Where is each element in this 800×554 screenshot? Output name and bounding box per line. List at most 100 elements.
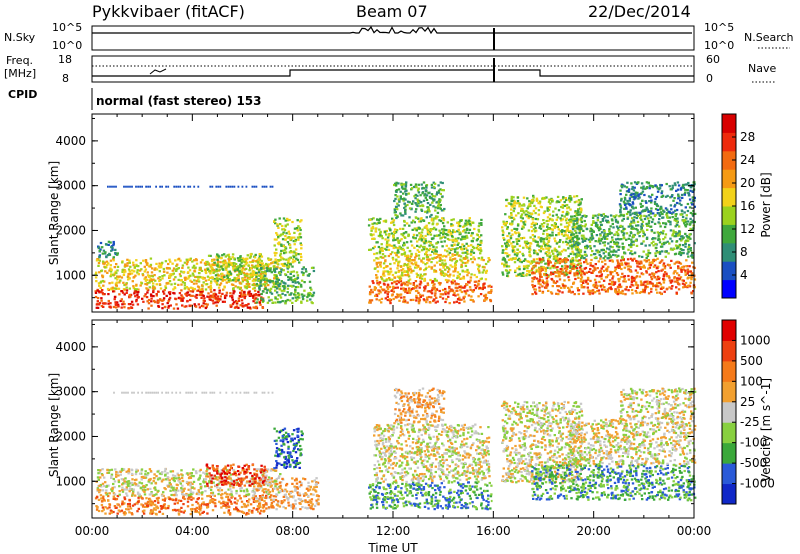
- echo-cell: [301, 268, 304, 271]
- echo-cell: [146, 282, 149, 285]
- echo-cell: [103, 252, 107, 255]
- echo-cell: [535, 261, 538, 264]
- echo-cell: [269, 268, 272, 271]
- echo-cell: [579, 249, 583, 252]
- echo-cell: [159, 263, 162, 266]
- echo-cell: [97, 282, 101, 285]
- echo-cell: [239, 291, 242, 294]
- echo-cell: [564, 219, 568, 222]
- echo-cell: [584, 245, 587, 248]
- echo-cell: [691, 214, 695, 217]
- echo-cell: [431, 222, 435, 225]
- echo-cell: [106, 287, 110, 291]
- echo-cell: [520, 237, 523, 240]
- echo-cell: [391, 251, 394, 254]
- echo-cell: [265, 291, 268, 294]
- echo-cell: [536, 218, 540, 221]
- echo-cell: [485, 298, 488, 301]
- echo-cell: [616, 227, 620, 230]
- echo-cell: [591, 216, 595, 219]
- echo-cell: [689, 276, 692, 279]
- echo-cell: [394, 228, 397, 231]
- echo-cell: [377, 261, 381, 264]
- echo-cell: [433, 270, 436, 273]
- echo-cell: [600, 249, 604, 252]
- echo-cell: [581, 270, 584, 273]
- echo-cell: [368, 301, 371, 304]
- echo-cell: [516, 252, 519, 255]
- echo-cell: [225, 281, 228, 284]
- echo-cell: [127, 268, 131, 271]
- echo-cell: [188, 293, 191, 296]
- echo-cell: [515, 254, 519, 257]
- echo-cell: [263, 283, 267, 286]
- echo-cell: [679, 267, 682, 270]
- echo-cell: [654, 213, 657, 217]
- echo-cell: [524, 244, 528, 247]
- echo-cell: [532, 249, 536, 252]
- echo-cell: [253, 286, 256, 289]
- echo-cell: [577, 292, 580, 296]
- echo-cell: [451, 236, 454, 239]
- echo-cell: [544, 267, 547, 270]
- echo-cell: [240, 259, 244, 263]
- echo-cell: [380, 297, 384, 300]
- echo-cell: [589, 236, 592, 239]
- echo-cell: [155, 294, 158, 297]
- echo-cell: [243, 260, 246, 264]
- echo-cell: [456, 253, 459, 256]
- echo-cell: [559, 257, 562, 261]
- echo-cell: [423, 269, 426, 272]
- echo-cell: [590, 228, 594, 231]
- echo-cell: [446, 233, 449, 236]
- echo-cell: [472, 251, 476, 254]
- echo-cell: [578, 213, 582, 216]
- echo-cell: [485, 269, 488, 272]
- echo-cell: [184, 287, 187, 290]
- echo-cell: [645, 270, 648, 273]
- echo-cell: [310, 288, 313, 291]
- echo-cell: [100, 290, 103, 293]
- echo-cell: [534, 212, 537, 215]
- echo-cell: [131, 280, 134, 283]
- echo-cell: [399, 265, 403, 268]
- echo-cell: [420, 249, 424, 252]
- echo-cell: [632, 227, 635, 230]
- echo-cell: [227, 279, 231, 282]
- echo-cell: [98, 301, 102, 305]
- echo-cell: [534, 217, 537, 221]
- echo-cell: [679, 276, 683, 279]
- echo-cell: [681, 235, 684, 238]
- echo-cell: [511, 233, 514, 236]
- echo-cell: [380, 277, 384, 280]
- echo-cell: [94, 276, 98, 279]
- echo-cell: [420, 277, 424, 280]
- echo-cell: [385, 279, 388, 282]
- nave-tick-top: 60: [706, 53, 720, 66]
- echo-cell: [213, 263, 216, 267]
- echo-cell: [288, 218, 291, 222]
- echo-cell: [260, 259, 263, 263]
- echo-cell: [409, 240, 413, 243]
- echo-cell: [575, 271, 578, 274]
- echo-cell: [480, 287, 483, 290]
- echo-cell: [254, 264, 258, 267]
- echo-cell: [453, 257, 457, 260]
- echo-cell: [194, 266, 197, 269]
- echo-cell: [533, 276, 536, 279]
- echo-cell: [504, 242, 507, 245]
- echo-cell: [509, 269, 512, 272]
- echo-cell: [435, 193, 438, 196]
- echo-cell: [169, 260, 172, 263]
- echo-cell: [661, 243, 664, 246]
- echo-cell: [150, 297, 153, 300]
- echo-cell: [414, 210, 417, 213]
- echo-cell: [153, 286, 156, 289]
- echo-cell: [463, 256, 467, 260]
- echo-cell: [629, 252, 632, 255]
- echo-cell: [415, 254, 418, 257]
- echo-cell: [267, 267, 271, 270]
- echo-cell: [479, 247, 482, 250]
- echo-cell: [577, 251, 580, 254]
- echo-cell: [404, 274, 407, 277]
